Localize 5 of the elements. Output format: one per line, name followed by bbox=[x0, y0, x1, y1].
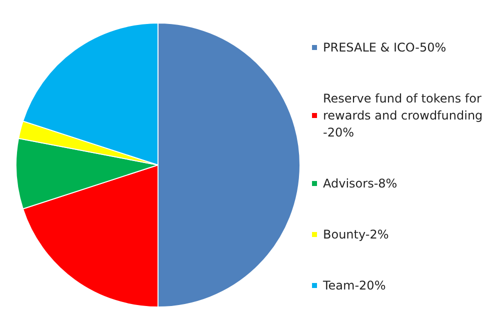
legend-label: Advisors-8% bbox=[323, 176, 398, 190]
legend-label: Bounty-2% bbox=[323, 228, 389, 242]
legend-label: Reserve fund of tokens for rewards and crowdfunding -20% bbox=[323, 92, 484, 140]
legend-label: PRESALE & ICO-50% bbox=[323, 40, 446, 54]
legend-label: Team-20% bbox=[322, 278, 386, 292]
